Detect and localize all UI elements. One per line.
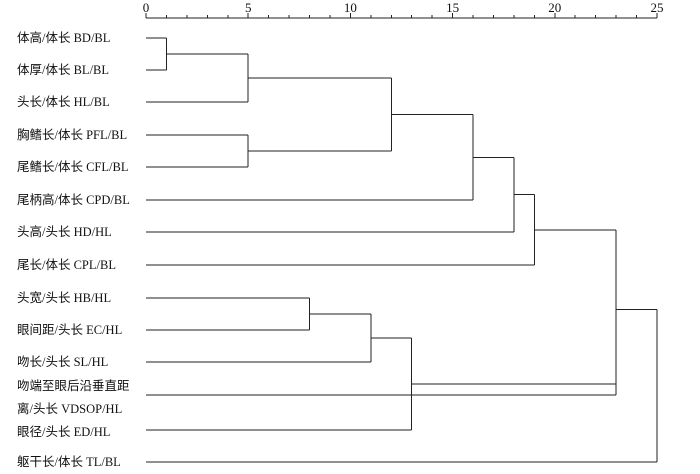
x-tick-label: 20: [548, 0, 561, 15]
leaf-label: 躯干长/体长 TL/BL: [17, 454, 121, 469]
leaf-label: 吻长/头长 SL/HL: [17, 355, 108, 369]
x-axis: 0 5 10 15 20 25: [143, 0, 664, 19]
leaf-label: 头宽/头长 HB/HL: [17, 290, 111, 305]
dendrogram-tree: [146, 37, 658, 463]
leaf-label: 眼间距/头长 EC/HL: [17, 323, 122, 337]
leaf-label: 头高/头长 HD/HL: [17, 224, 112, 239]
x-tick-label: 25: [651, 0, 664, 15]
leaf-label: 体厚/体长 BL/BL: [17, 63, 109, 77]
x-tick-label: 15: [446, 0, 459, 15]
x-tick-label: 0: [143, 0, 150, 15]
leaf-label: 体高/体长 BD/BL: [17, 30, 110, 45]
leaf-label: 尾长/体长 CPL/BL: [17, 258, 116, 272]
leaf-label: 头长/体长 HL/BL: [17, 95, 110, 109]
leaf-label: 胸鳍长/体长 PFL/BL: [17, 127, 127, 142]
leaf-label: 尾鳍长/体长 CFL/BL: [17, 160, 128, 174]
x-tick-label: 5: [245, 0, 252, 15]
leaf-label: 吻端至眼后沿垂直距离/头长 VDSOP/HL: [17, 379, 130, 416]
leaf-label: 尾柄高/体长 CPD/BL: [17, 192, 130, 207]
x-tick-label: 10: [344, 0, 357, 15]
leaf-labels: 体高/体长 BD/BL 体厚/体长 BL/BL 头长/体长 HL/BL 胸鳍长/体长 …: [17, 30, 130, 469]
leaf-label: 眼径/头长 ED/HL: [17, 425, 110, 439]
